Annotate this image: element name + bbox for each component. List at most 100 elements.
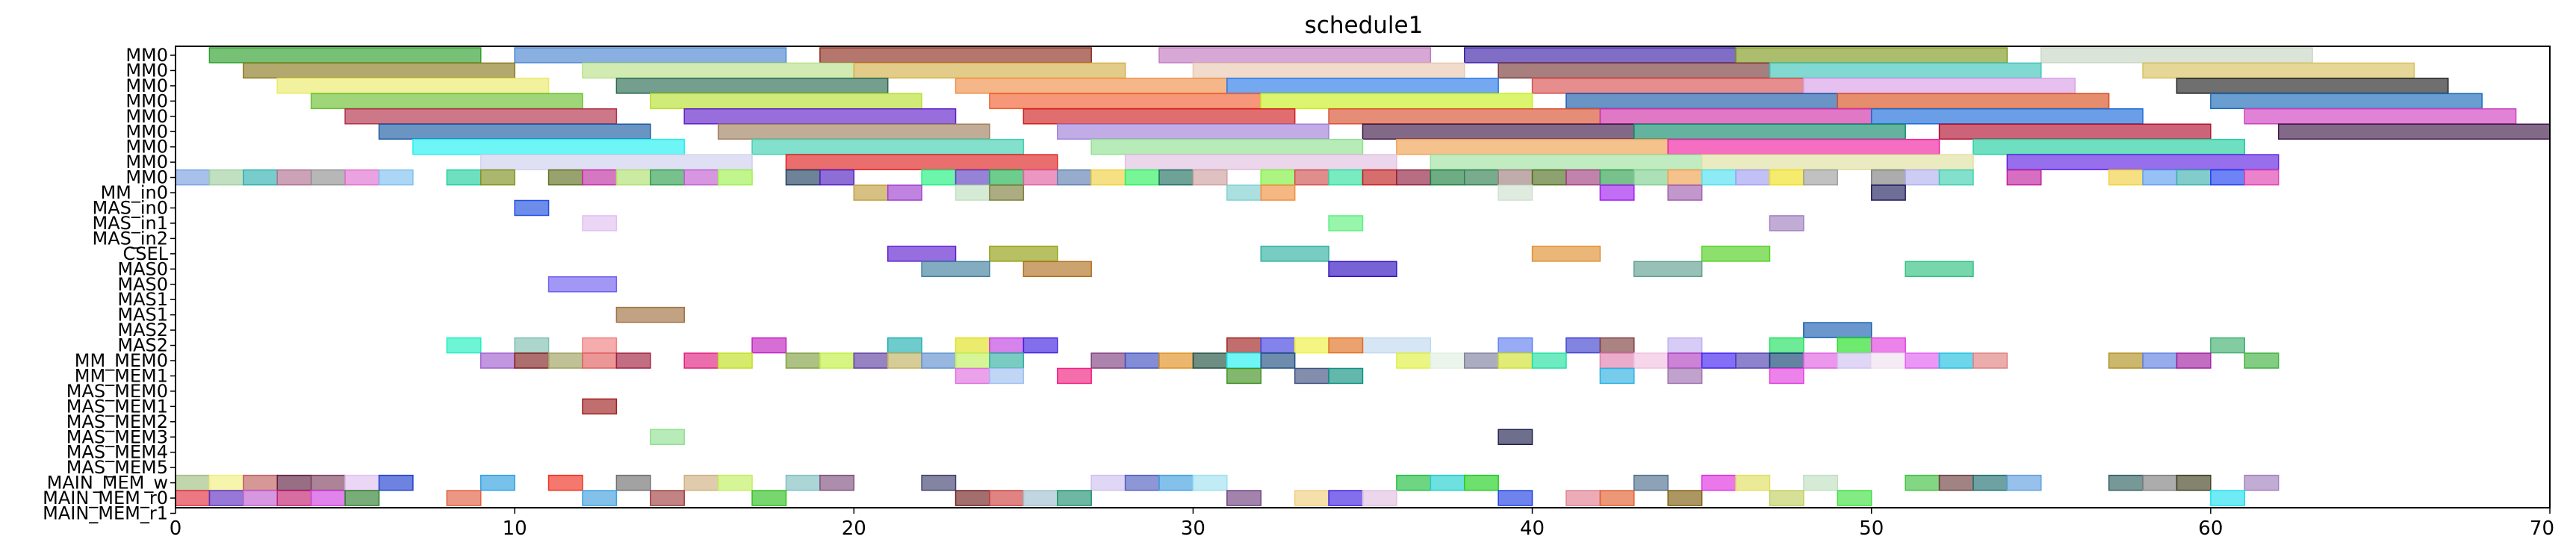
x-tick-label: 60 [2198,517,2223,540]
task-bar [1905,261,1974,278]
task-bar [1226,352,1262,369]
task-bar [1260,352,1296,369]
task-bar [955,184,990,201]
task-bar [1973,352,2008,369]
task-bar [1701,246,1771,262]
task-bar [1905,169,1940,186]
task-bar [1022,108,1296,125]
task-bar [1870,169,1906,186]
y-tick-label: MAS2 [117,320,168,340]
task-bar [2142,474,2178,491]
task-bar [1667,352,1703,369]
x-tick-label: 50 [1859,517,1884,540]
task-bar [1328,169,1364,186]
task-bar [1396,169,1432,186]
task-bar [1294,367,1329,385]
task-bar [1565,337,1601,354]
task-bar [547,474,583,491]
task-bar [446,169,482,186]
task-bar [1158,47,1432,63]
task-bar [514,352,550,369]
task-bar [1769,62,2042,79]
task-bar [1090,474,1126,491]
task-bar [2142,169,2178,186]
task-bar [615,352,651,369]
y-tick-label: MAS0 [117,274,168,295]
task-bar [1769,490,1804,506]
task-bar [1022,169,1058,186]
task-bar [1837,490,1872,506]
task-bar [1973,138,2246,155]
y-tick-label: MM0 [125,90,168,111]
task-bar [1498,62,1771,79]
task-bar [1633,474,1669,491]
y-tick-label: MM0 [125,75,168,96]
task-bar [1226,490,1262,506]
task-bar [1328,261,1397,278]
task-bar [2210,490,2246,506]
task-bar [1938,169,1974,186]
task-bar [208,474,244,491]
task-bar [378,474,414,491]
task-bar [582,352,618,369]
task-bar [921,169,957,186]
task-bar [1260,337,1296,354]
task-bar [1701,352,1737,369]
task-bar [1057,123,1329,140]
task-bar [1531,169,1567,186]
task-bar [1905,474,1940,491]
task-bar [1226,78,1499,94]
task-bar [344,169,380,186]
task-bar [989,169,1025,186]
task-bar [615,474,651,491]
task-bar [1599,352,1635,369]
task-bar [344,474,380,491]
y-tick-label: MM0 [125,167,168,188]
task-bar [989,184,1025,201]
task-bar [2176,474,2212,491]
task-bar [1735,474,1771,491]
task-bar [2176,78,2449,94]
x-tick-label: 20 [842,517,866,540]
x-axis: 0 10 20 30 40 50 60 70 [170,508,2554,540]
task-bar [1158,169,1194,186]
task-bar [853,62,1126,79]
task-bar [1158,474,1194,491]
task-bar [1124,169,1160,186]
task-bar [955,337,990,354]
task-bar [1803,474,1839,491]
task-bar [378,169,414,186]
y-tick-label: MM0 [125,45,168,66]
task-bar [1192,62,1465,79]
task-bar [1090,138,1364,155]
task-bar [1328,490,1364,506]
task-bar [276,78,550,94]
x-tick-label: 70 [2530,517,2554,540]
plot-frame [175,46,2551,508]
task-bar [1498,429,1533,445]
y-tick-label: MAS_in2 [92,228,168,249]
task-bar [1701,154,1974,170]
task-bar [479,352,515,369]
task-bar [1769,367,1804,385]
task-bar [2176,352,2212,369]
task-bar [582,337,618,354]
task-bar [1633,352,1669,369]
task-bar [1531,352,1567,369]
task-bar [378,123,651,140]
y-tick-label: MM_MEM0 [75,350,168,371]
task-bar [2108,474,2144,491]
task-bar [243,490,278,506]
task-bar [582,398,618,415]
task-bar [310,93,583,110]
task-bar [1701,474,1737,491]
task-bar [582,169,618,186]
task-bar [1022,261,1092,278]
task-bar [310,474,346,491]
task-bar [1938,352,1974,369]
task-bar [955,169,990,186]
task-bar [1803,322,1872,338]
task-bar [819,47,1092,63]
task-bar [683,474,719,491]
task-bar [1463,352,1499,369]
